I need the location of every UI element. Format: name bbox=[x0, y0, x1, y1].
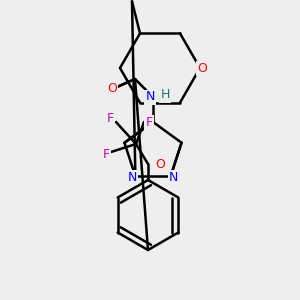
Text: N: N bbox=[145, 91, 155, 103]
Text: F: F bbox=[146, 116, 153, 128]
Text: F: F bbox=[106, 112, 114, 125]
Text: F: F bbox=[102, 148, 110, 160]
Text: O: O bbox=[155, 158, 165, 170]
Text: O: O bbox=[107, 82, 117, 95]
Text: O: O bbox=[197, 61, 207, 74]
Text: H: H bbox=[160, 88, 170, 101]
Text: N: N bbox=[169, 171, 178, 184]
Text: N: N bbox=[128, 171, 137, 184]
